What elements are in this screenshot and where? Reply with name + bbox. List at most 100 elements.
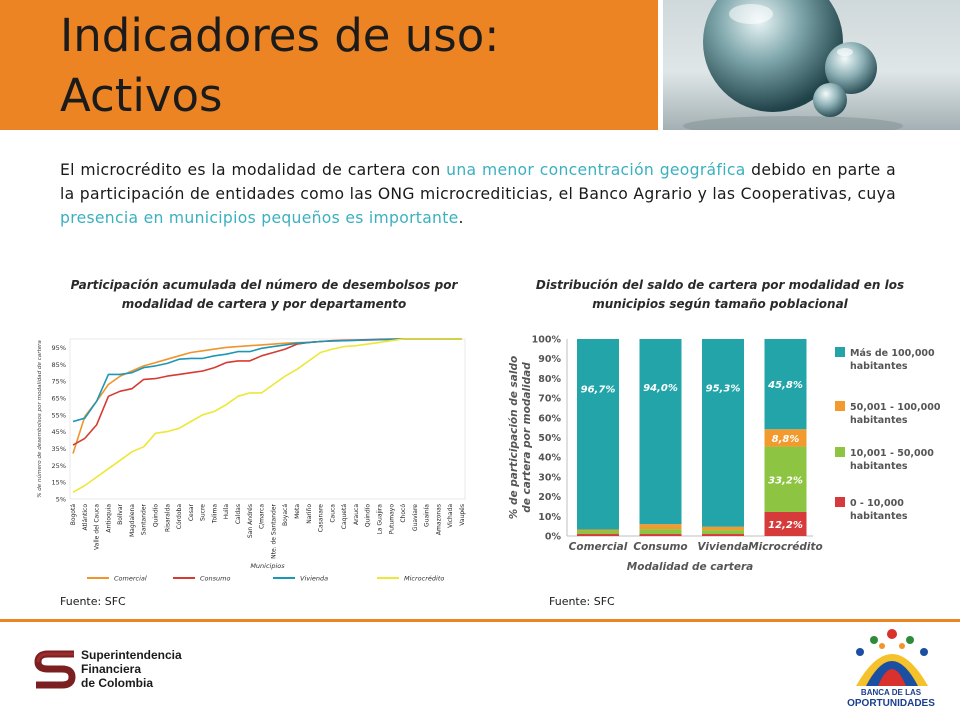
y-tick-label: 15%	[52, 479, 66, 487]
bar-segment	[764, 511, 807, 536]
legend-label: Microcrédito	[404, 575, 444, 583]
y-tick-label: 30%	[538, 472, 561, 483]
x-tick-label: Bolívar	[117, 503, 124, 524]
slide-title-line2: Activos	[60, 69, 223, 122]
legend-label: 10,001 - 50,000 habitantes	[850, 448, 934, 472]
x-tick-label: Bogotá	[70, 504, 77, 526]
x-tick-label: Putumayo	[388, 504, 395, 535]
x-tick-label: Amazonas	[435, 504, 442, 535]
bar-segment	[702, 526, 744, 531]
legend-swatch	[835, 401, 845, 411]
x-tick-label: Quindío	[153, 504, 160, 527]
x-tick-label: San Andrés	[247, 504, 254, 538]
sf-name-line2: Financiera	[81, 662, 142, 676]
x-tick-label: Arauca	[353, 504, 360, 525]
y-tick-label: 50%	[538, 433, 561, 444]
x-tick-label: Microcrédito	[748, 541, 823, 553]
bar-segment	[764, 429, 807, 447]
y-tick-label: 70%	[538, 394, 561, 405]
data-label: 8,8%	[772, 434, 800, 445]
bar-segment	[639, 524, 682, 530]
legend-label: Vivienda	[300, 575, 328, 583]
banca-oportunidades-logo-icon	[856, 629, 928, 686]
y-tick-label: 100%	[532, 335, 562, 346]
x-tick-label: Guainía	[424, 504, 431, 527]
paragraph-highlight-2: presencia en municipios pequeños es impo…	[60, 209, 459, 227]
x-tick-label: Guaviare	[412, 504, 419, 531]
x-tick-label: Vichada	[447, 504, 454, 528]
x-tick-label: Magdalena	[129, 504, 136, 537]
paragraph-text-3: .	[458, 209, 464, 227]
legend-label: 50,001 - 100,000 habitantes	[850, 402, 941, 426]
x-tick-label: Consumo	[633, 541, 687, 553]
medium-water-drop	[825, 42, 877, 94]
series-line-microcrédito	[72, 338, 462, 493]
legend-swatch	[835, 347, 845, 357]
water-drops-photo	[663, 0, 960, 130]
bar-segment	[764, 339, 807, 430]
y-tick-label: 35%	[52, 445, 66, 453]
bar-segment	[577, 529, 619, 531]
x-tick-label: Caldas	[235, 504, 242, 524]
data-label: 33,2%	[768, 475, 803, 486]
paragraph-text-1: El microcrédito es la modalidad de carte…	[60, 161, 447, 179]
x-tick-label: Chocó	[400, 504, 407, 523]
sf-name-line3: de Colombia	[81, 676, 154, 690]
y-tick-label: 60%	[538, 413, 561, 424]
y-tick-label: 10%	[538, 512, 561, 523]
plot-area	[69, 338, 466, 500]
legend-swatch	[835, 497, 845, 507]
x-tick-label: Comercial	[569, 541, 628, 553]
data-label: 95,3%	[706, 384, 741, 395]
bar-segment	[577, 339, 619, 530]
left-source: Fuente: SFC	[60, 595, 126, 608]
banca-oportunidades-name: BANCA DE LAS OPORTUNIDADES	[838, 687, 944, 709]
right-source: Fuente: SFC	[549, 595, 615, 608]
bar-segment	[577, 534, 619, 536]
y-tick-label: 65%	[52, 394, 66, 402]
x-tick-label: Quindío	[365, 504, 372, 527]
sf-name-line1: Superintendencia	[81, 648, 182, 662]
x-tick-label: Cesar	[188, 503, 195, 521]
x-tick-label: Santander	[141, 503, 148, 535]
bar-segment	[702, 534, 744, 536]
bar-segment	[639, 339, 682, 525]
bar-segment	[702, 339, 744, 527]
y-tick-label: 45%	[52, 428, 66, 436]
y-tick-label: 0%	[545, 532, 562, 543]
x-tick-label: Huila	[223, 504, 230, 520]
stacked-bar-chart: 0% 10% 20% 30% 40% 50% 60% 70% 80% 90% 100% % de pa…	[508, 335, 941, 574]
bar-segment	[577, 530, 619, 535]
x-tick-label: Cauca	[329, 504, 336, 523]
y-tick-label: 80%	[538, 374, 561, 385]
x-tick-label: Sucre	[200, 504, 207, 521]
x-tick-label: C/marca	[259, 504, 266, 529]
left-chart-caption: Participación acumulada del número de de…	[70, 278, 458, 311]
y-tick-label: 55%	[52, 411, 66, 419]
right-chart-caption: Distribución del saldo de cartera por mo…	[535, 278, 905, 311]
x-axis-title: Municipios	[250, 562, 285, 570]
legend-label: 0 - 10,000 habitantes	[850, 498, 908, 522]
x-tick-label: Risaralda	[164, 504, 171, 532]
x-tick-label: Boyacá	[282, 504, 289, 526]
bar-segment	[639, 529, 682, 535]
cumulative-line-chart: 5% 15% 25% 35% 45% 55% 65% 75% 85% 95% % de número…	[36, 338, 466, 583]
data-label: 94,0%	[643, 383, 678, 394]
x-tick-label: La Guajira	[376, 504, 383, 535]
legend-label: Consumo	[200, 575, 230, 583]
legend-label: Comercial	[114, 575, 147, 583]
legend-label: Más de 100,000 habitantes	[850, 348, 935, 372]
x-tick-label: Córdoba	[176, 504, 183, 530]
x-tick-label: Valle del Cauca	[94, 504, 101, 550]
y-tick-label: 5%	[56, 496, 66, 504]
x-tick-label: Vaupés	[459, 504, 466, 526]
data-label: 12,2%	[768, 520, 803, 531]
bar-segment	[702, 530, 744, 535]
x-tick-label: Nte. de Santander	[270, 503, 277, 558]
x-tick-label: Meta	[294, 504, 301, 519]
y-tick-label: 25%	[52, 462, 66, 470]
y-axis-title: % de participación de saldode cartera po…	[508, 356, 533, 519]
footer-divider	[0, 619, 960, 622]
paragraph-highlight-1: una menor concentración geográfica	[446, 161, 746, 179]
data-label: 96,7%	[581, 384, 616, 395]
